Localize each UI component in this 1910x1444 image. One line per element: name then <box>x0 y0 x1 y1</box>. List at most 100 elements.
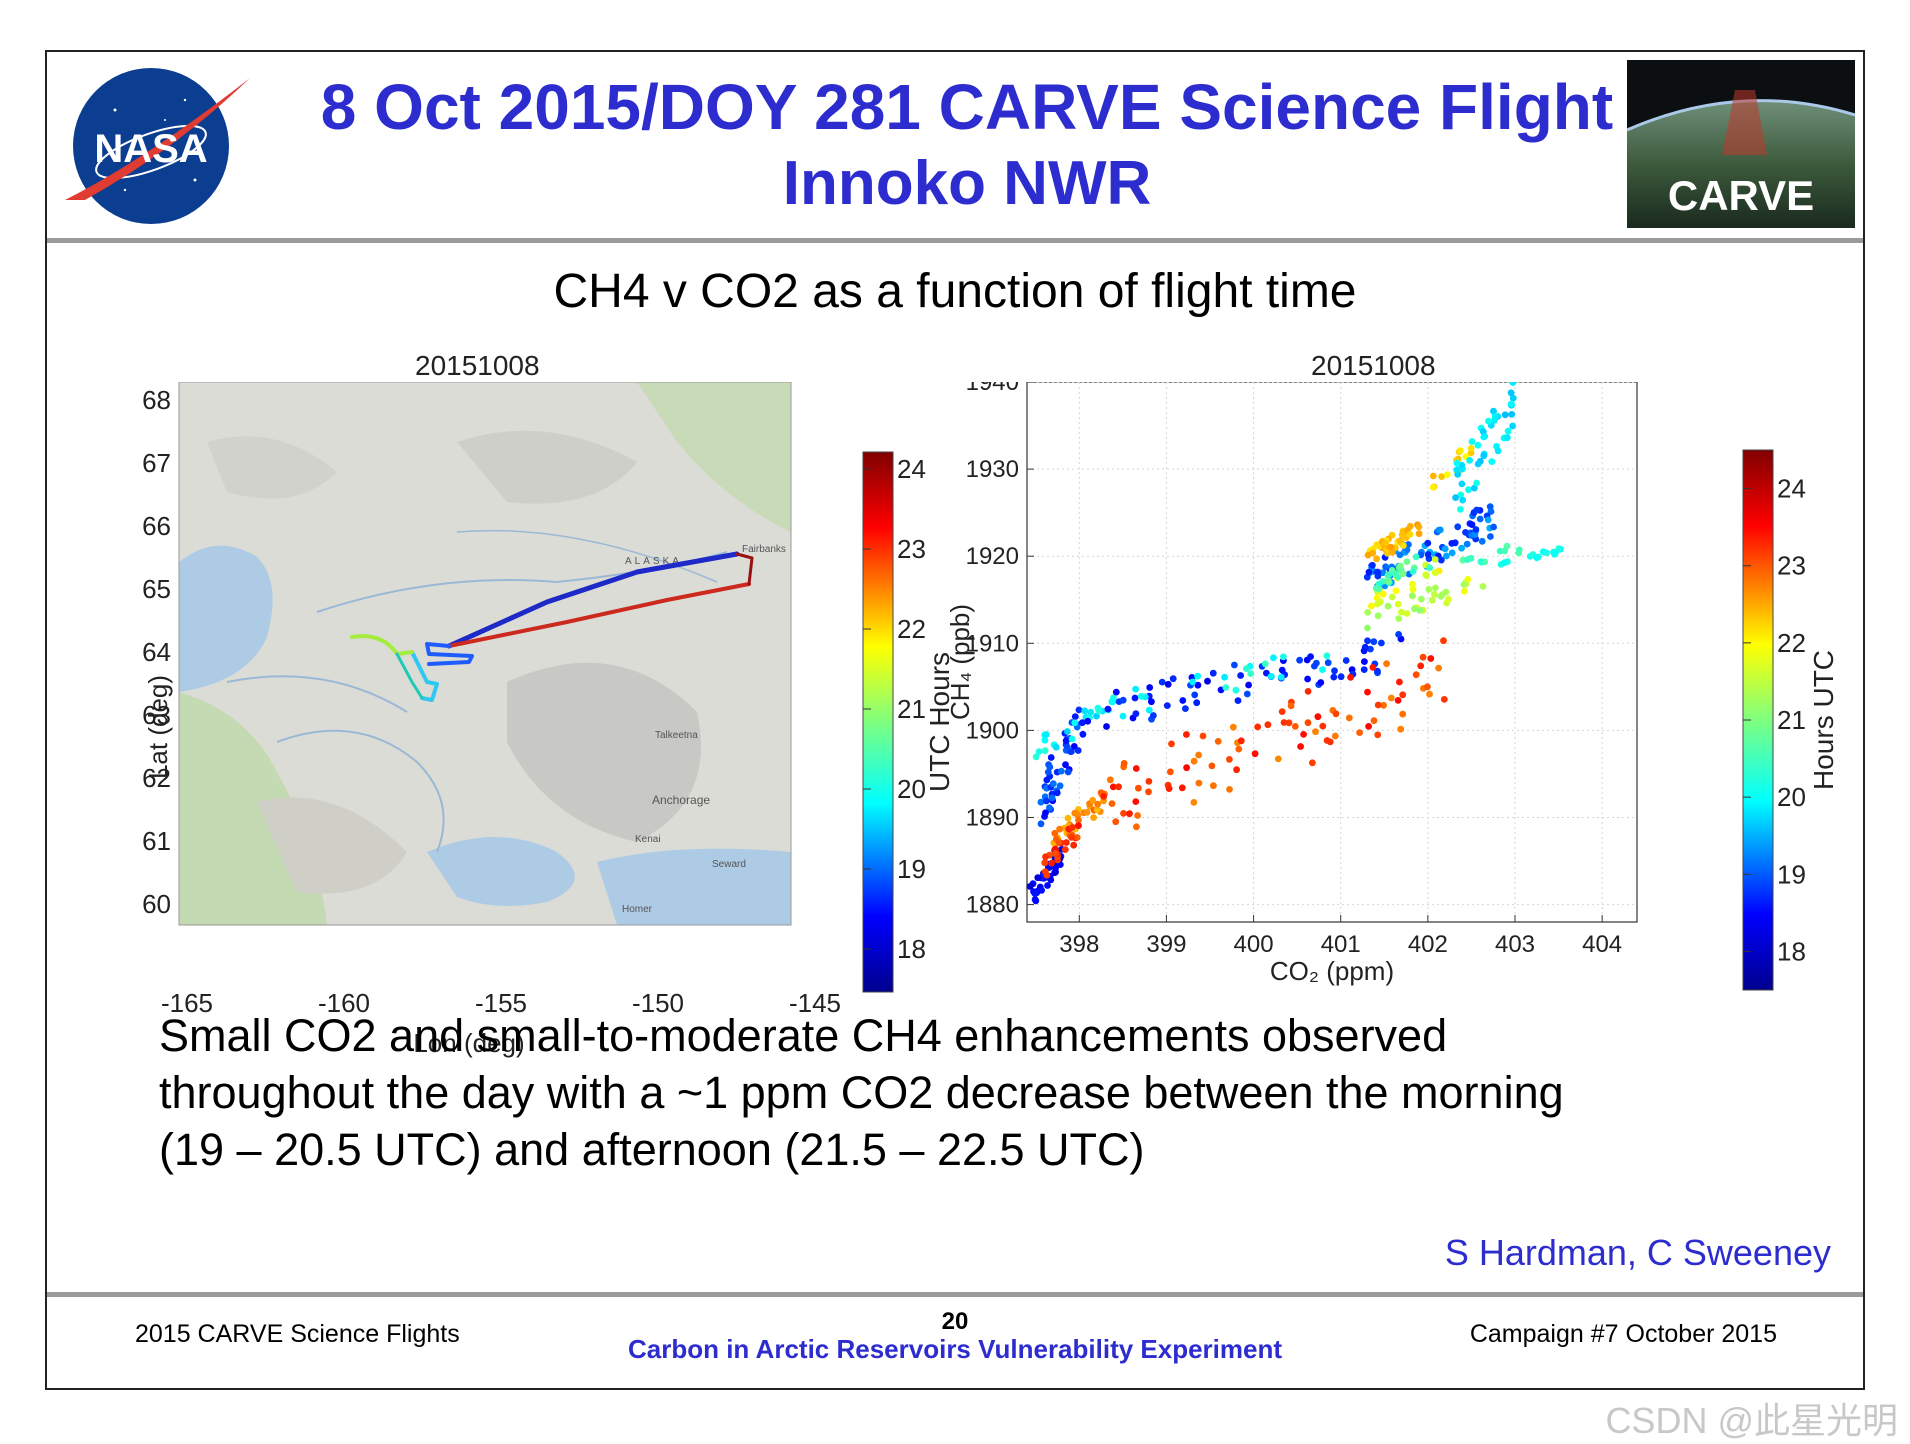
header: NASA 8 Oct 2015/DOY 281 CARVE Science Fl… <box>47 52 1863 238</box>
data-point <box>1399 691 1407 699</box>
data-point <box>1100 793 1108 800</box>
data-point <box>1126 810 1133 818</box>
data-point <box>1368 602 1375 610</box>
data-point <box>1304 675 1311 683</box>
data-point <box>1254 723 1262 731</box>
data-point <box>1396 562 1404 570</box>
data-point <box>1280 719 1288 726</box>
carve-logo-text: CARVE <box>1667 172 1815 219</box>
x-tick-label: 400 <box>1234 931 1274 958</box>
data-point <box>1369 664 1377 671</box>
data-point <box>1369 561 1376 569</box>
map-colorbar-tick-label: 21 <box>897 694 926 724</box>
chart-title: 20151008 <box>1311 350 1436 381</box>
data-point <box>1056 782 1064 790</box>
data-point <box>1379 590 1387 598</box>
data-points <box>1026 382 1564 905</box>
map-colorbar-ticks: 24 23 22 21 20 19 18 <box>863 454 926 964</box>
data-point <box>1191 691 1199 699</box>
data-point <box>1068 735 1076 743</box>
data-point <box>1398 608 1405 616</box>
map-x-tick-label: -145 <box>789 988 841 1018</box>
map-y-ticks: 68 67 66 65 64 63 62 61 60 <box>142 385 171 919</box>
data-point <box>1418 595 1425 603</box>
data-point <box>1231 661 1238 669</box>
data-point <box>1535 553 1542 561</box>
data-point <box>1471 484 1478 492</box>
data-point <box>1034 874 1042 882</box>
data-point <box>1509 382 1517 386</box>
data-point <box>1388 548 1396 556</box>
data-point <box>1243 665 1250 672</box>
data-point <box>1075 706 1083 714</box>
data-point <box>1245 681 1252 689</box>
data-point <box>1480 433 1488 441</box>
data-point <box>1408 592 1416 600</box>
data-point <box>1453 459 1461 467</box>
y-tick-label: 1920 <box>966 543 1019 570</box>
data-point <box>1043 797 1050 805</box>
data-point <box>1373 555 1380 563</box>
slide-subtitle-location: Innoko NWR <box>782 149 1152 218</box>
data-point <box>1049 780 1057 788</box>
data-point <box>1425 585 1433 593</box>
map-y-tick-label: 67 <box>142 448 171 478</box>
data-point <box>1429 483 1437 491</box>
data-point <box>1319 666 1326 673</box>
data-point <box>1365 568 1373 576</box>
data-point <box>1047 876 1055 884</box>
data-point <box>1237 737 1245 745</box>
data-point <box>1094 800 1102 808</box>
data-point <box>1132 798 1140 805</box>
data-point <box>1503 434 1511 442</box>
data-point <box>1456 447 1464 455</box>
data-point <box>1467 444 1475 452</box>
map-label-homer: Homer <box>622 904 653 915</box>
data-point <box>1048 794 1056 802</box>
carve-logo: CARVE <box>1627 60 1855 228</box>
data-point <box>1379 569 1387 577</box>
data-point <box>1364 688 1371 696</box>
scatter-colorbar-ticks: 18 19 20 21 22 23 24 <box>1743 474 1806 966</box>
section-title: CH4 v CO2 as a function of flight time <box>553 265 1357 318</box>
data-point <box>1412 671 1420 679</box>
data-point <box>1106 776 1114 784</box>
data-point <box>1090 814 1097 821</box>
data-point <box>1487 508 1495 515</box>
colorbar-tick-label: 18 <box>1777 936 1806 966</box>
data-point <box>1183 764 1190 772</box>
map-x-tick-label: -160 <box>318 988 370 1018</box>
data-point <box>1041 859 1049 867</box>
data-point <box>1093 712 1100 720</box>
map-label-anchorage: Anchorage <box>652 793 710 807</box>
data-point <box>1064 814 1072 822</box>
data-point <box>1083 808 1091 816</box>
data-point <box>1084 717 1092 725</box>
data-point <box>1380 701 1387 709</box>
data-point <box>1374 731 1382 739</box>
data-point <box>1047 754 1055 761</box>
colorbar-tick-label: 20 <box>1777 782 1806 812</box>
data-point <box>1387 543 1395 551</box>
data-point <box>1137 692 1145 700</box>
data-point <box>1454 523 1462 531</box>
summary-line: throughout the day with a ~1 ppm CO2 dec… <box>159 1067 1564 1118</box>
data-point <box>1032 897 1040 905</box>
data-point <box>1068 824 1076 831</box>
y-tick-label: 1900 <box>966 717 1019 744</box>
data-point <box>1415 523 1423 531</box>
data-point <box>1399 710 1407 718</box>
map-y-tick-label: 60 <box>142 889 171 919</box>
data-point <box>1296 656 1303 664</box>
data-point <box>1331 667 1338 675</box>
data-point <box>1042 731 1050 738</box>
data-point <box>1406 531 1414 538</box>
data-point <box>1438 473 1445 480</box>
data-point <box>1189 678 1197 686</box>
data-point <box>1382 563 1389 571</box>
data-point <box>1427 655 1435 662</box>
data-point <box>1070 841 1078 849</box>
x-tick-label: 403 <box>1495 931 1535 958</box>
map-colorbar-label: UTC Hours <box>924 652 955 792</box>
data-point <box>1037 820 1045 828</box>
